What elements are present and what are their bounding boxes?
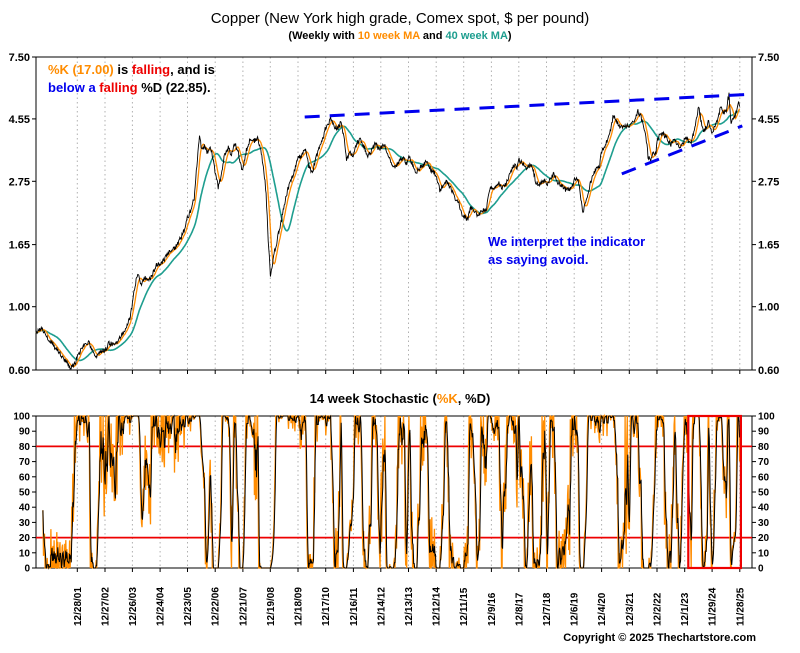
x-axis-date-label: 12/13/13 [404,587,415,626]
price-series-line [35,92,741,371]
y-axis-label-left: 2.75 [9,176,30,188]
stochastic-chart-title: 14 week Stochastic (%K, %D) [0,391,800,406]
y-axis-label-left: 30 [19,518,31,529]
text-segment: 14 week Stochastic ( [309,391,437,406]
x-axis-date-label: 11/28/25 [735,587,746,626]
x-axis-date-label: 12/24/04 [156,587,167,626]
stochastic-note: %K (17.00) is falling, and is below a fa… [48,61,215,97]
x-axis-date-label: 12/22/06 [211,587,222,626]
y-axis-label-right: 90 [758,427,770,438]
y-axis-label-right: 2.75 [758,176,779,188]
y-axis-label-right: 1.65 [758,240,779,252]
text-segment: ) [485,391,491,406]
stochastic-chart: 0 0 10 10 20 20 30 30 40 40 50 50 60 60 70 70 80 80 90 90 10… [13,412,775,627]
y-axis-label-right: 70 [758,457,770,468]
y-axis-label-right: 0 [758,564,764,575]
y-axis-label-right: 30 [758,518,770,529]
x-axis-date-label: 12/11/15 [459,587,470,626]
text-segment: %K [436,391,458,406]
y-axis-label-left: 70 [19,457,31,468]
y-axis-label-right: 20 [758,533,770,544]
price-chart: 0.60 0.60 1.00 1.00 1.65 1.65 2.75 2.75 4.55 4.55… [9,52,780,377]
chart-title: Copper (New York high grade, Comex spot,… [210,10,590,27]
x-axis-date-label: 12/8/17 [514,592,525,626]
text-segment: 40 week MA [445,30,508,42]
x-axis-date-label: 12/19/08 [266,587,277,626]
y-axis-label-left: 4.55 [9,114,30,126]
y-axis-label-left: 1.00 [9,302,30,314]
x-axis-date-label: 12/18/09 [294,587,305,626]
x-axis-date-label: 12/12/14 [432,587,443,626]
text-segment: and [419,30,446,42]
y-axis-label-left: 0 [24,564,30,575]
y-axis-label-right: 50 [758,488,770,499]
stochastic-note-line1: %K (17.00) is falling, and is [48,61,215,79]
x-axis-date-label: 12/17/10 [321,587,332,626]
y-axis-label-left: 1.65 [9,240,30,252]
y-axis-label-right: 40 [758,503,770,514]
y-axis-label-right: 0.60 [758,365,779,377]
text-segment: is [113,62,132,77]
x-axis-date-label: 12/21/07 [238,587,249,626]
text-segment: %D (22.85). [137,80,211,95]
x-axis-date-label: 12/16/11 [349,587,360,626]
y-axis-label-left: 60 [19,472,31,483]
x-axis-date-label: 12/14/12 [376,587,387,626]
ma10-line [35,104,741,368]
y-axis-label-left: 0.60 [9,365,30,377]
text-segment: %K (17.00) [48,62,114,77]
text-segment: , [457,391,466,406]
text-segment: below a [48,80,100,95]
y-axis-label-left: 90 [19,427,31,438]
avoid-note: We interpret the indicator as saying avo… [488,233,645,269]
x-axis-date-label: 12/23/05 [183,587,194,626]
text-segment: %D [465,391,486,406]
trendline-upper-resistance [304,92,751,119]
stochastic-note-line2: below a falling %D (22.85). [48,79,215,97]
x-axis-date-label: 12/9/16 [487,592,498,626]
y-axis-label-right: 60 [758,472,770,483]
y-axis-label-right: 10 [758,548,770,559]
plot-border [35,56,753,371]
y-axis-label-right: 1.00 [758,302,779,314]
x-axis-date-label: 12/3/21 [625,592,636,626]
highlight-box [687,414,742,570]
x-axis-date-label: 12/27/02 [101,587,112,626]
text-segment: (Weekly with [288,30,358,42]
y-axis-label-left: 80 [19,442,31,453]
percent-d-line [42,414,741,570]
x-axis-date-label: 12/28/01 [73,587,84,626]
y-axis-label-left: 100 [13,412,30,423]
y-axis-label-left: 7.50 [9,52,30,64]
x-axis-date-label: 12/2/22 [653,592,664,626]
y-axis-label-right: 4.55 [758,114,779,126]
percent-k-line [42,413,741,570]
y-axis-label-left: 40 [19,503,31,514]
avoid-note-line1: We interpret the indicator [488,234,646,249]
trendline-lower-support [621,124,743,176]
y-axis-label-left: 20 [19,533,31,544]
x-axis-date-label: 12/1/23 [680,592,691,626]
x-axis-date-label: 12/6/19 [570,592,581,626]
chart-subtitle: (Weekly with 10 week MA and 40 week MA) [0,30,800,42]
text-segment: falling [99,80,138,95]
text-segment: ) [507,30,512,42]
x-axis-date-label: 12/7/18 [542,592,553,626]
copyright-text: Copyright © 2025 Thechartstore.com [563,632,756,644]
y-axis-label-left: 10 [19,548,31,559]
y-axis-label-left: 50 [19,488,31,499]
y-axis-label-right: 7.50 [758,52,779,64]
x-axis-date-label: 12/4/20 [597,592,608,626]
x-axis-date-label: 11/29/24 [708,587,719,626]
y-axis-label-right: 80 [758,442,770,453]
y-axis-label-right: 100 [758,412,775,423]
text-segment: , and is [170,62,215,77]
text-segment: 10 week MA [357,30,420,42]
avoid-note-line2: as saying avoid. [488,252,589,267]
text-segment: falling [131,62,171,77]
x-axis-date-label: 12/26/03 [128,587,139,626]
